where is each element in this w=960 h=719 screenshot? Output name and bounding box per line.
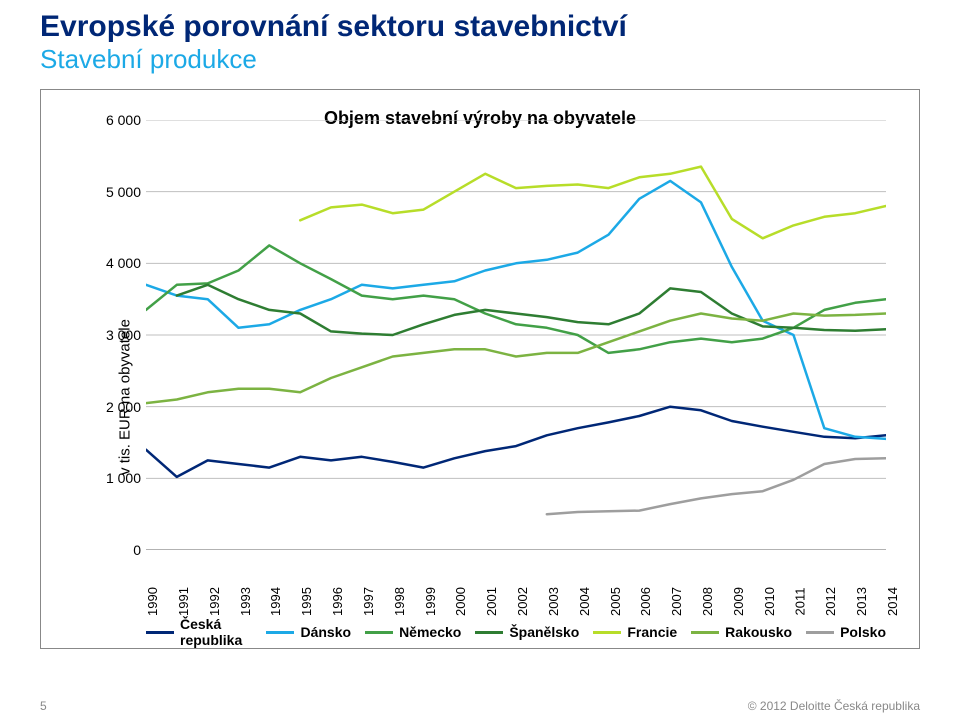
xtick-label: 1991 [176,587,191,616]
xtick-label: 2001 [484,587,499,616]
legend-item: Francie [593,624,677,640]
legend-label: Polsko [840,624,886,640]
ytick-label: 5 000 [91,184,141,200]
xtick-label: 2005 [607,587,622,616]
xtick-label: 2014 [885,587,900,616]
xtick-label: 1994 [268,587,283,616]
legend-item: Česká republika [146,616,252,648]
legend-label: Dánsko [300,624,351,640]
xtick-label: 2003 [546,587,561,616]
series-line [300,167,886,239]
legend-swatch [266,631,294,634]
xtick-label: 2000 [453,587,468,616]
page-title: Evropské porovnání sektoru stavebnictví [40,10,920,44]
xtick-label: 1997 [361,587,376,616]
xtick-label: 2009 [731,587,746,616]
plot-area [146,120,886,550]
legend-swatch [593,631,621,634]
ytick-label: 6 000 [91,112,141,128]
xtick-label: 1998 [392,587,407,616]
legend-item: Rakousko [691,624,792,640]
series-line [547,458,886,514]
xtick-label: 2008 [700,587,715,616]
series-line [146,245,886,353]
series-line [146,181,886,439]
xtick-label: 2012 [823,587,838,616]
legend-label: Francie [627,624,677,640]
legend-label: Rakousko [725,624,792,640]
page-subtitle: Stavební produkce [40,44,920,75]
legend-item: Španělsko [475,624,579,640]
xtick-labels: 1990 1991 1992 1993 1994 1995 1996 1997 1998 1999… [146,555,886,615]
xtick-label: 1990 [145,587,160,616]
legend-label: Česká republika [180,616,252,648]
legend-swatch [691,631,719,634]
xtick-label: 1995 [299,587,314,616]
legend-swatch [146,631,174,634]
legend-swatch [365,631,393,634]
xtick-label: 2010 [762,587,777,616]
ytick-label: 2 000 [91,399,141,415]
ytick-label: 0 [91,542,141,558]
legend-item: Německo [365,624,461,640]
xtick-label: 2006 [638,587,653,616]
xtick-label: 2007 [669,587,684,616]
xtick-label: 1996 [330,587,345,616]
xtick-label: 1992 [207,587,222,616]
legend-item: Dánsko [266,624,351,640]
page-number: 5 [40,699,47,713]
legend-swatch [475,631,503,634]
legend-label: Německo [399,624,461,640]
xtick-label: 2004 [577,587,592,616]
legend-item: Polsko [806,624,886,640]
legend: Česká republika Dánsko Německo Španělsko Fra… [146,618,886,646]
series-line [146,407,886,477]
series-line [177,285,886,335]
footer: 5 © 2012 Deloitte Česká republika [40,699,920,713]
chart-frame: Objem stavební výroby na obyvatele v tis… [40,89,920,649]
ytick-label: 3 000 [91,327,141,343]
ytick-label: 1 000 [91,470,141,486]
xtick-label: 2011 [792,588,807,616]
chart-svg [146,120,886,550]
ytick-labels: 01 0002 0003 0004 0005 0006 000 [91,120,141,550]
xtick-label: 1999 [422,587,437,616]
xtick-label: 2002 [515,587,530,616]
xtick-label: 1993 [237,587,252,616]
ytick-label: 4 000 [91,255,141,271]
xtick-label: 2013 [854,587,869,616]
legend-swatch [806,631,834,634]
legend-label: Španělsko [509,624,579,640]
copyright: © 2012 Deloitte Česká republika [748,699,920,713]
